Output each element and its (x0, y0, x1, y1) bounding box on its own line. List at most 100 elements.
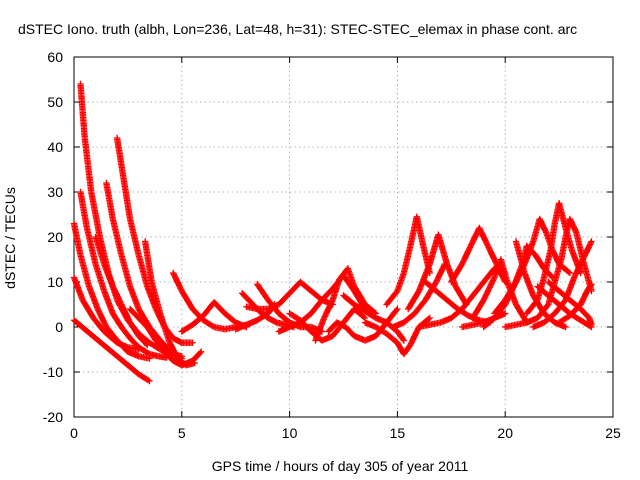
data-point-run (86, 284, 101, 311)
data-point-run (401, 244, 414, 275)
data-point-run (352, 302, 367, 314)
arc-11 (178, 299, 250, 335)
arc-15 (254, 281, 326, 335)
chart-title: dSTEC Iono. truth (albh, Lon=236, Lat=48… (18, 21, 577, 37)
y-axis-ticks: -20 -10 0 10 20 30 40 50 60 (43, 49, 613, 425)
data-point (400, 337, 408, 344)
data-point-run (498, 257, 511, 284)
data-point-run (412, 298, 428, 316)
data-point-run (222, 311, 238, 325)
data-point (562, 323, 569, 331)
data-point-run (110, 311, 124, 329)
data-point-run (298, 279, 314, 294)
data-point (588, 323, 595, 331)
data-point-run (120, 176, 134, 221)
data-point-run (557, 302, 572, 316)
data-point-run (395, 329, 407, 343)
data-point-run (524, 298, 540, 316)
arc-38 (534, 283, 595, 331)
data-point-run (142, 239, 155, 284)
x-tick-label: 0 (70, 425, 78, 441)
data-point-run (201, 300, 217, 318)
x-axis-ticks: 0 5 10 15 20 25 (70, 57, 621, 441)
data-point-run (201, 317, 216, 330)
data-point (426, 314, 433, 322)
x-tick-label: 20 (497, 425, 513, 441)
data-point-run (104, 345, 120, 359)
data-point-run (179, 322, 195, 334)
data-point-run (136, 333, 150, 348)
data-point-run (470, 280, 486, 298)
data-point-run (265, 298, 282, 316)
data-point-run (521, 239, 536, 266)
data-point-run (341, 307, 357, 325)
data-point-run (148, 280, 164, 316)
grid (74, 57, 613, 417)
data-point-run (240, 291, 253, 305)
y-tick-label: 20 (47, 229, 63, 245)
data-point-run (476, 226, 491, 248)
arc-9 (126, 305, 205, 369)
data-point-run (532, 253, 547, 271)
arc-25 (415, 265, 509, 331)
data-point-run (401, 311, 417, 325)
y-tick-label: 10 (47, 274, 63, 290)
data-point-run (80, 298, 96, 320)
data-point-run (343, 324, 357, 339)
data-point-run (119, 325, 133, 341)
y-tick-label: 0 (55, 319, 63, 335)
data-point-run (434, 288, 449, 303)
data-point-run (413, 215, 427, 248)
data-point-run (101, 289, 116, 316)
arc-22 (383, 213, 433, 308)
data-point-run (144, 325, 159, 343)
y-tick-label: 30 (47, 184, 63, 200)
data-point-run (287, 311, 303, 323)
data-point-run (257, 309, 271, 321)
data-point (189, 339, 196, 346)
data-point-run (81, 136, 95, 194)
data-point-run (190, 349, 204, 363)
x-tick-label: 15 (390, 425, 406, 441)
data-point (144, 341, 151, 349)
data-point (394, 305, 401, 313)
data-point-run (521, 271, 536, 298)
data-point-run (416, 262, 433, 293)
data-point-run (118, 253, 133, 289)
data-point-run (147, 340, 163, 352)
data-point-run (127, 320, 142, 338)
data-point (588, 238, 595, 245)
data-point-run (571, 257, 586, 280)
data-point-run (93, 336, 109, 350)
arc-23 (389, 260, 449, 331)
arc-4 (70, 317, 153, 385)
data-point (588, 281, 595, 288)
data-point-run (71, 318, 87, 332)
data-point-run (82, 327, 98, 341)
data-point-run (470, 298, 487, 320)
data-point-run (556, 201, 569, 230)
y-tick-label: 40 (47, 139, 63, 155)
data-point-run (136, 315, 150, 330)
data-point-run (459, 293, 476, 311)
data-point-run (127, 284, 142, 311)
data-point-run (254, 282, 271, 302)
data-point-run (321, 298, 336, 320)
data-point-run (444, 297, 460, 312)
data-point-run (535, 284, 551, 298)
data-point-run (312, 316, 327, 343)
arc-14 (243, 278, 336, 313)
data-point-run (546, 279, 562, 294)
data-point-run (144, 284, 159, 311)
data-point-run (492, 302, 508, 320)
data-point-run (319, 286, 335, 303)
data-point-run (135, 253, 151, 289)
data-point-run (552, 257, 565, 284)
data-point-run (109, 217, 125, 257)
x-axis-label: GPS time / hours of day 305 of year 2011 (212, 458, 469, 474)
data-point-run (481, 315, 497, 330)
data-point-run (88, 190, 103, 239)
data-point (502, 310, 509, 317)
data-point (566, 269, 574, 277)
